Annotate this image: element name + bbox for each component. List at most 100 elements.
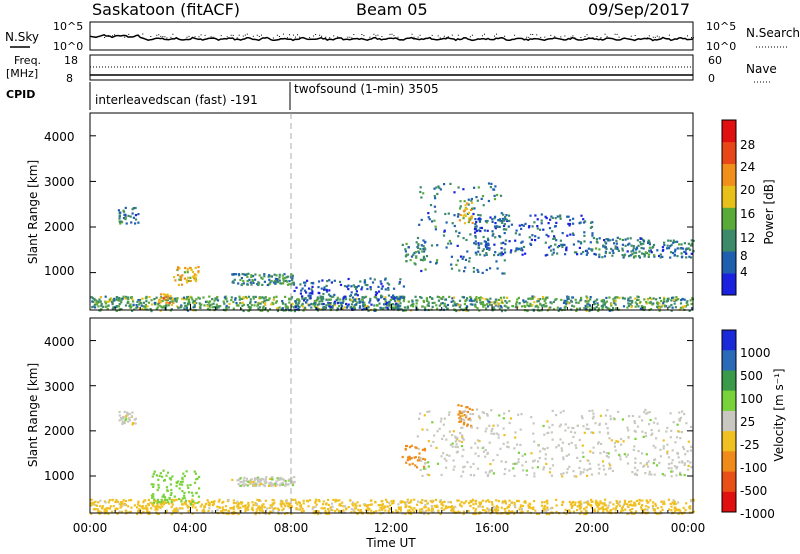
velocity-cell (440, 507, 443, 510)
power-cell (303, 284, 307, 287)
power-cell (605, 238, 608, 241)
velocity-cell (589, 450, 592, 453)
velocity-cell (155, 474, 158, 477)
velocity-cell (368, 507, 371, 510)
velocity-cell (605, 507, 608, 510)
power-cell (100, 308, 103, 311)
power-cell (291, 277, 294, 280)
velocity-cell (588, 462, 591, 465)
velocity-cell (474, 508, 478, 511)
velocity-cell (609, 418, 612, 421)
velocity-cell (381, 507, 384, 510)
power-cell (239, 278, 242, 282)
power-cell (473, 186, 476, 189)
velocity-cell (126, 413, 129, 416)
power-cell (622, 297, 625, 300)
power-cell (477, 270, 480, 273)
power-cell (604, 241, 607, 244)
velocity-cell (517, 451, 520, 454)
power-cell (354, 298, 357, 301)
power-cell (385, 303, 388, 306)
velocity-cell (196, 477, 199, 480)
velocity-cell (678, 419, 681, 422)
power-cell (253, 304, 256, 307)
velocity-cell (687, 440, 690, 443)
power-cell (359, 280, 362, 283)
power-cell (415, 241, 418, 244)
power-cell (154, 303, 157, 306)
power-cell (216, 299, 220, 302)
velocity-cell (423, 506, 426, 509)
velocity-cell (391, 502, 394, 505)
velocity-cell (613, 442, 617, 445)
power-cell (244, 295, 248, 299)
power-cell (503, 248, 506, 251)
power-cell (175, 300, 178, 303)
power-cell (336, 302, 339, 305)
power-cell (511, 305, 515, 308)
power-cell (485, 253, 488, 256)
power-cell (377, 290, 381, 293)
velocity-cell (439, 512, 442, 516)
power-cell (181, 274, 184, 277)
power-cell (627, 297, 630, 300)
power-cell (626, 237, 629, 240)
velocity-cell (490, 409, 493, 412)
power-cell (545, 217, 548, 220)
velocity-cell (460, 475, 463, 478)
power-cell (537, 236, 540, 239)
power-cell (259, 306, 262, 309)
velocity-cell (408, 446, 412, 449)
velocity-cell (150, 483, 153, 486)
power-cell (382, 307, 385, 310)
power-cell (595, 306, 598, 309)
velocity-cell (92, 503, 95, 506)
velocity-cell (411, 508, 414, 511)
power-cell (502, 217, 505, 220)
power-cell (145, 300, 148, 303)
power-cell (242, 282, 245, 285)
power-cell (358, 301, 361, 304)
velocity-cell (568, 500, 571, 503)
velocity-cell (607, 504, 610, 507)
power-cell (281, 302, 284, 305)
velocity-cell (588, 503, 591, 506)
velocity-cell (331, 509, 334, 512)
velocity-cell (676, 452, 680, 455)
power-cell (344, 298, 348, 301)
power-cell (183, 298, 186, 301)
velocity-cell (130, 498, 133, 502)
velocity-cell (504, 510, 507, 513)
power-cell (471, 207, 474, 210)
velocity-cell (674, 502, 677, 505)
velocity-cell (367, 509, 370, 512)
power-cell (286, 275, 289, 278)
power-cell (298, 305, 301, 308)
power-cell (508, 214, 511, 217)
power-cell (636, 298, 639, 301)
power-cell (486, 229, 489, 232)
power-cell (108, 298, 111, 301)
velocity-cell (232, 499, 235, 502)
velocity-cell (451, 509, 454, 512)
power-cell (414, 251, 417, 254)
velocity-cell (469, 419, 472, 422)
power-cell (186, 309, 190, 312)
velocity-cell (413, 507, 416, 510)
power-cell (611, 254, 614, 257)
velocity-cell (689, 425, 693, 428)
power-cell (215, 307, 218, 311)
power-cell (241, 304, 244, 307)
velocity-cell (599, 452, 602, 455)
velocity-cell (208, 507, 211, 510)
power-cell (384, 288, 387, 291)
velocity-cell (652, 501, 655, 504)
power-cell (647, 241, 650, 244)
power-cell (505, 228, 508, 231)
velocity-cell (189, 483, 192, 487)
velocity-cell (427, 461, 430, 464)
power-cell (420, 296, 423, 299)
power-cell (397, 308, 400, 311)
power-cell (486, 303, 489, 306)
velocity-cell (559, 411, 562, 414)
